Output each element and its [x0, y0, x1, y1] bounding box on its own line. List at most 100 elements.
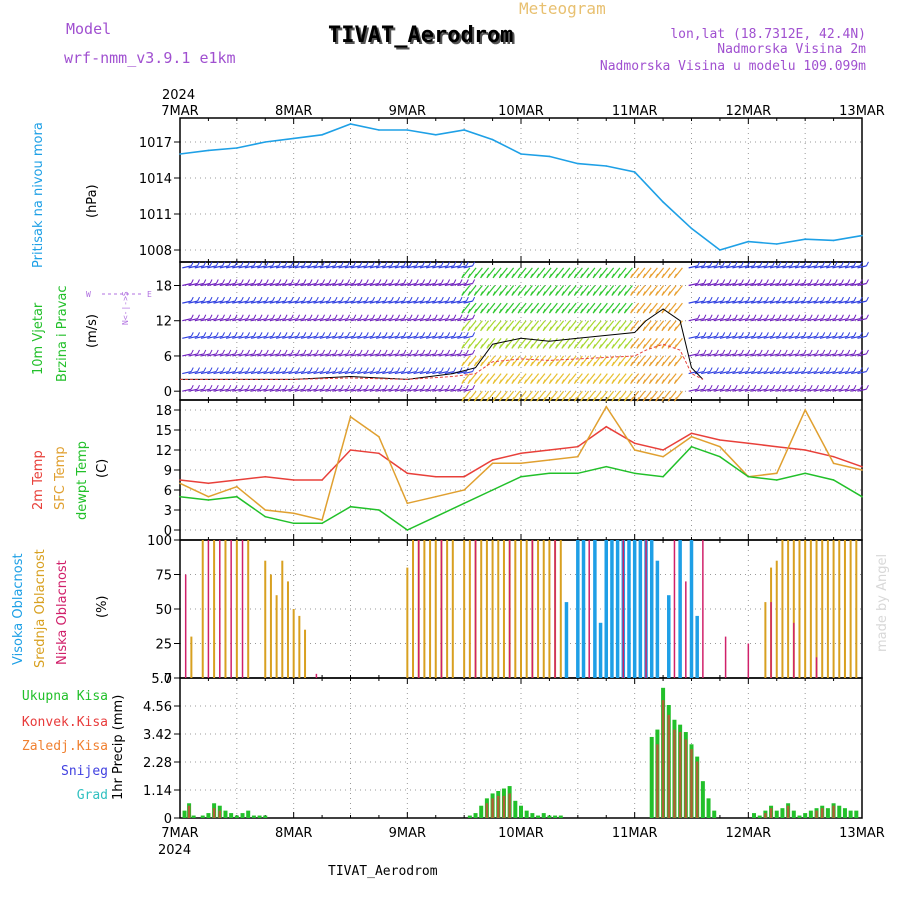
wind-barb — [832, 353, 842, 357]
wind-barb — [350, 318, 361, 322]
wind-barb-flag — [715, 296, 719, 302]
wind-barb-flag — [765, 332, 769, 337]
wind-barb — [263, 370, 273, 375]
wind-barb — [357, 318, 367, 322]
wind-barb — [382, 318, 392, 322]
wind-barb — [425, 335, 436, 339]
wind-barb-flag — [630, 273, 634, 279]
wind-barb — [338, 318, 348, 322]
wind-barb-flag — [461, 344, 465, 349]
wind-barb — [744, 282, 755, 287]
temp-point — [577, 455, 579, 458]
wind-barb-flag — [536, 361, 540, 367]
wind-barb — [425, 300, 436, 304]
wind-barb-flag — [853, 349, 857, 355]
cloud-bar — [275, 595, 278, 678]
wind-barb-flag — [809, 384, 813, 390]
wind-barb — [332, 335, 342, 339]
wind-barb-flag — [822, 332, 826, 337]
wind-barb-flag — [709, 332, 713, 337]
wind-barb — [726, 300, 736, 304]
wind-barb-flag — [228, 349, 232, 355]
wind-barb-flag — [866, 296, 869, 302]
wind-barb-flag — [480, 308, 484, 314]
wind-barb-flag — [784, 332, 788, 337]
wind-barb-flag — [297, 384, 300, 390]
wind-barb-flag — [555, 379, 559, 384]
wind-barb — [282, 282, 292, 287]
pressure-point — [548, 155, 551, 158]
wind-barb-flag — [505, 379, 509, 384]
wind-barb — [425, 265, 436, 269]
wind-barb-flag — [859, 367, 863, 372]
wind-barb — [744, 318, 755, 322]
wind-barb — [357, 353, 367, 357]
wind-barb-flag — [453, 296, 457, 302]
wind-barb-flag — [586, 379, 590, 384]
wind-barb — [194, 265, 204, 269]
wind-barb — [238, 265, 248, 269]
wind-barb-flag — [580, 379, 584, 384]
wind-barb-flag — [822, 261, 826, 267]
wind-barb-flag — [772, 384, 776, 390]
precip-bar — [695, 761, 699, 818]
precip-bar — [752, 813, 757, 818]
precip-bar — [547, 815, 552, 818]
wind-barb-flag — [340, 314, 344, 319]
precip-bar — [820, 808, 824, 818]
precip-unit: 1hr Precip (mm) — [111, 695, 126, 800]
x-tick-label-top: 9MAR — [389, 104, 426, 119]
cloud-bar — [474, 540, 477, 678]
wind-barb-flag — [828, 349, 832, 355]
wind-barb-flag — [190, 384, 194, 390]
wind-barb-flag — [422, 279, 426, 284]
wind-barb-flag — [778, 349, 782, 355]
wind-barb — [344, 318, 354, 322]
wind-barb — [232, 370, 242, 375]
wind-barb-flag — [190, 332, 194, 337]
wind-barb-flag — [548, 308, 552, 314]
wind-barb-flag — [536, 326, 540, 331]
legend-hail: Grad — [77, 788, 108, 803]
wind-barb-flag — [542, 291, 546, 296]
wind-barb — [213, 318, 223, 322]
precip-bar — [854, 810, 859, 818]
wind-barb-flag — [309, 349, 313, 355]
wind-barb — [363, 388, 373, 392]
wind-barb-flag — [715, 349, 719, 355]
wind-barb-flag — [828, 367, 832, 372]
wind-barb — [450, 300, 461, 304]
wind-barb-flag — [866, 314, 869, 319]
wind-barb — [207, 318, 217, 322]
cloud-bar — [247, 540, 250, 678]
wind-barb-flag — [561, 344, 565, 349]
wind-barb-flag — [828, 384, 832, 390]
wind-barb — [188, 335, 198, 339]
wind-barb — [713, 318, 723, 322]
wind-barb-flag — [580, 326, 584, 331]
wind-barb-flag — [611, 379, 615, 384]
legend-total: Ukupna Kisa — [22, 689, 108, 704]
wind-barb-flag — [611, 326, 615, 331]
wind-barb-flag — [828, 296, 832, 302]
wind-barb-flag — [447, 367, 451, 372]
wind-barb-flag — [453, 332, 457, 337]
wind-barb-flag — [542, 379, 546, 384]
wind-barb — [751, 282, 761, 287]
temp-point — [633, 472, 636, 475]
wind-barb-flag — [247, 384, 250, 390]
wind-barb-flag — [803, 332, 807, 337]
wind-barb — [207, 370, 217, 375]
low-cloud-ylabel: Niska Oblacnost — [55, 560, 70, 665]
wind-barb-flag — [284, 261, 288, 267]
wind-barb-flag — [772, 279, 776, 284]
wind-barb-flag — [697, 314, 701, 319]
wind-barb — [200, 335, 211, 339]
wind-barb — [307, 353, 317, 357]
wind-barb-flag — [461, 361, 465, 367]
temp-point — [463, 489, 465, 491]
wind-barb — [419, 300, 429, 304]
wind-barb-flag — [428, 332, 432, 337]
wind-barb-flag — [498, 396, 502, 402]
wind-barb-flag — [347, 296, 351, 302]
